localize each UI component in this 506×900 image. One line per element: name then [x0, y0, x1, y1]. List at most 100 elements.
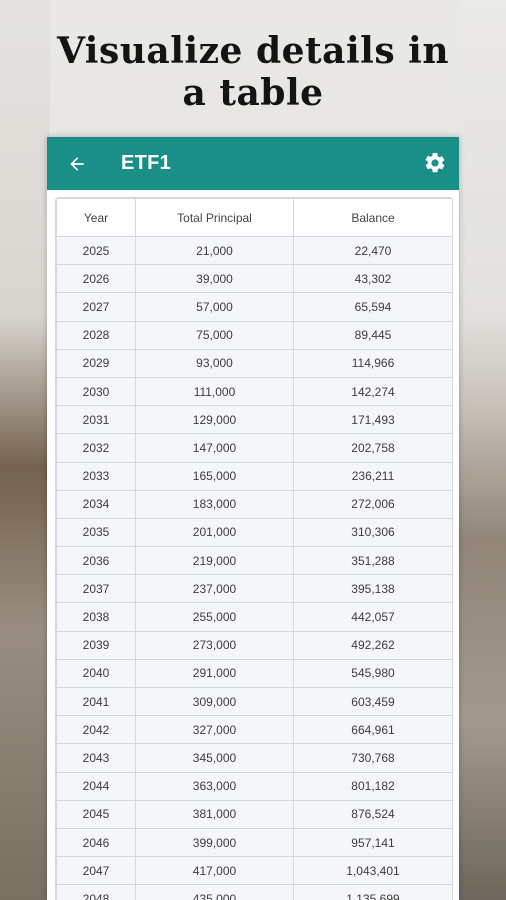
- total-principal-cell: 183,000: [135, 489, 294, 519]
- balance-cell: 442,057: [293, 602, 452, 632]
- app-bar: ETF1: [47, 137, 459, 190]
- column-header-total-principal: Total Principal: [135, 198, 294, 237]
- year-cell: 2033: [56, 461, 136, 491]
- balance-cell: 142,274: [293, 376, 452, 407]
- balance-cell: 957,141: [293, 827, 452, 858]
- balance-cell: 730,768: [293, 743, 452, 773]
- table-row: 2026 39,000 43,302: [56, 264, 452, 294]
- year-cell: 2042: [56, 715, 136, 745]
- table-row: 2030 111,000 142,274: [56, 376, 452, 407]
- year-cell: 2032: [56, 433, 136, 463]
- total-principal-cell: 399,000: [135, 827, 294, 858]
- table-row: 2040 291,000 545,980: [56, 658, 452, 689]
- year-cell: 2034: [56, 489, 136, 519]
- table-row: 2041 309,000 603,459: [56, 686, 452, 717]
- total-principal-cell: 363,000: [135, 771, 294, 801]
- table-row: 2029 93,000 114,966: [56, 348, 452, 378]
- total-principal-cell: 417,000: [135, 856, 294, 886]
- app-title: ETF1: [121, 152, 172, 174]
- year-cell: 2030: [56, 376, 136, 407]
- total-principal-cell: 21,000: [135, 235, 294, 266]
- table-row: 2025 21,000 22,470: [56, 235, 452, 266]
- year-cell: 2035: [56, 517, 136, 548]
- table-row: 2037 237,000 395,138: [56, 574, 452, 604]
- balance-cell: 202,758: [293, 433, 452, 463]
- year-cell: 2029: [56, 348, 136, 378]
- total-principal-cell: 93,000: [135, 348, 294, 378]
- balance-cell: 395,138: [293, 574, 452, 604]
- column-header-balance: Balance: [293, 198, 452, 237]
- total-principal-cell: 291,000: [135, 658, 294, 689]
- table-row: 2045 381,000 876,524: [56, 799, 452, 829]
- total-principal-cell: 381,000: [135, 799, 294, 829]
- balance-cell: 114,966: [293, 348, 452, 378]
- table-row: 2039 273,000 492,262: [56, 630, 452, 660]
- table-row: 2036 219,000 351,288: [56, 546, 452, 576]
- total-principal-cell: 57,000: [135, 292, 294, 322]
- projection-table: Year Total Principal Balance 2025 21,000 2…: [55, 197, 453, 900]
- table-row: 2046 399,000 957,141: [56, 827, 452, 858]
- total-principal-cell: 435,000: [135, 884, 294, 900]
- year-cell: 2039: [56, 630, 136, 660]
- total-principal-cell: 219,000: [135, 546, 294, 576]
- headline-line-2: a table: [182, 72, 324, 114]
- year-cell: 2025: [56, 235, 136, 266]
- balance-cell: 351,288: [293, 546, 452, 576]
- year-cell: 2041: [56, 686, 136, 717]
- year-cell: 2026: [56, 264, 136, 294]
- balance-cell: 310,306: [293, 517, 452, 548]
- gear-icon[interactable]: [423, 151, 447, 175]
- balance-cell: 664,961: [293, 715, 452, 745]
- balance-cell: 1,135,699: [293, 884, 452, 900]
- table-row: 2033 165,000 236,211: [56, 461, 452, 491]
- table-row: 2035 201,000 310,306: [56, 517, 452, 548]
- year-cell: 2047: [56, 856, 136, 886]
- table-row: 2048 435,000 1,135,699: [56, 884, 452, 900]
- headline-line-1: Visualize details in: [56, 30, 449, 72]
- total-principal-cell: 165,000: [135, 461, 294, 491]
- year-cell: 2028: [56, 320, 136, 350]
- balance-cell: 22,470: [293, 235, 452, 266]
- balance-cell: 65,594: [293, 292, 452, 322]
- total-principal-cell: 237,000: [135, 574, 294, 604]
- year-cell: 2031: [56, 405, 136, 435]
- total-principal-cell: 327,000: [135, 715, 294, 745]
- table-header-row: Year Total Principal Balance: [56, 198, 452, 237]
- table-row: 2044 363,000 801,182: [56, 771, 452, 801]
- total-principal-cell: 129,000: [135, 405, 294, 435]
- year-cell: 2043: [56, 743, 136, 773]
- balance-cell: 89,445: [293, 320, 452, 350]
- column-header-year: Year: [56, 198, 136, 237]
- balance-cell: 603,459: [293, 686, 452, 717]
- total-principal-cell: 201,000: [135, 517, 294, 548]
- balance-cell: 236,211: [293, 461, 452, 491]
- total-principal-cell: 147,000: [135, 433, 294, 463]
- year-cell: 2038: [56, 602, 136, 632]
- arrow-left-icon[interactable]: [49, 137, 105, 190]
- balance-cell: 876,524: [293, 799, 452, 829]
- table-row: 2028 75,000 89,445: [56, 320, 452, 350]
- total-principal-cell: 273,000: [135, 630, 294, 660]
- background-right: [458, 0, 506, 900]
- total-principal-cell: 75,000: [135, 320, 294, 350]
- balance-cell: 801,182: [293, 771, 452, 801]
- table-row: 2031 129,000 171,493: [56, 405, 452, 435]
- year-cell: 2048: [56, 884, 136, 900]
- year-cell: 2045: [56, 799, 136, 829]
- balance-cell: 272,006: [293, 489, 452, 519]
- table-row: 2047 417,000 1,043,401: [56, 856, 452, 886]
- balance-cell: 43,302: [293, 264, 452, 294]
- total-principal-cell: 111,000: [135, 376, 294, 407]
- year-cell: 2037: [56, 574, 136, 604]
- background-left: [0, 0, 50, 900]
- year-cell: 2040: [56, 658, 136, 689]
- balance-cell: 1,043,401: [293, 856, 452, 886]
- total-principal-cell: 255,000: [135, 602, 294, 632]
- table-row: 2043 345,000 730,768: [56, 743, 452, 773]
- promo-headline: Visualize details in a table: [0, 30, 506, 114]
- table-row: 2038 255,000 442,057: [56, 602, 452, 632]
- balance-cell: 545,980: [293, 658, 452, 689]
- balance-cell: 492,262: [293, 630, 452, 660]
- year-cell: 2036: [56, 546, 136, 576]
- year-cell: 2044: [56, 771, 136, 801]
